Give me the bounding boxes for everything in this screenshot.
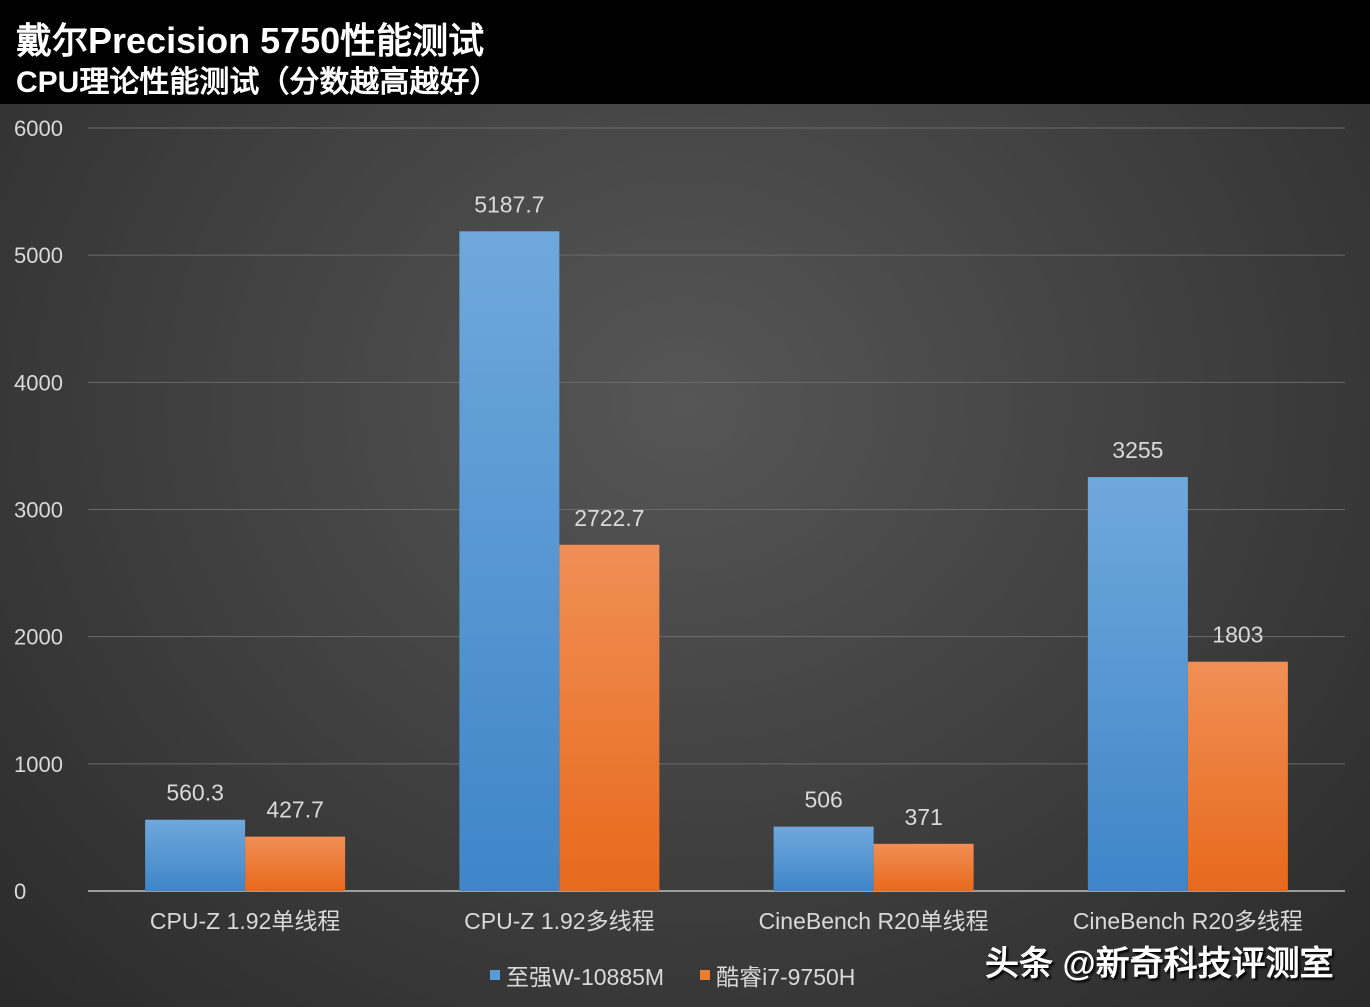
bar <box>873 843 974 891</box>
data-label: 560.3 <box>166 780 224 806</box>
bar <box>1087 477 1188 891</box>
legend-item: 酷睿i7-9750H <box>700 958 855 992</box>
legend-label: 酷睿i7-9750H <box>716 964 856 990</box>
bar <box>245 836 346 891</box>
data-label: 3255 <box>1112 437 1163 463</box>
y-tick-label: 2000 <box>14 625 63 650</box>
legend-swatch <box>700 970 711 980</box>
y-tick-label: 1000 <box>14 752 63 777</box>
y-tick-label: 3000 <box>14 498 63 523</box>
data-label: 5187.7 <box>474 191 544 217</box>
x-tick-label: CineBench R20单线程 <box>759 908 989 934</box>
x-tick-label: CPU-Z 1.92多线程 <box>464 908 654 934</box>
watermark: 头条 @新奇科技评测室 <box>985 945 1334 983</box>
data-label: 427.7 <box>266 797 324 823</box>
data-label: 2722.7 <box>574 505 644 531</box>
chart-header: 戴尔Precision 5750性能测试 CPU理论性能测试（分数越高越好） <box>0 0 1370 104</box>
y-tick-label: 4000 <box>14 370 63 395</box>
bar <box>1187 661 1288 891</box>
legend-label: 至强W-10885M <box>506 964 665 990</box>
legend: 至强W-10885M 酷睿i7-9750H <box>0 958 1370 992</box>
legend-swatch <box>490 970 500 980</box>
chart-title: 戴尔Precision 5750性能测试 <box>16 20 485 61</box>
x-tick-label: CineBench R20多线程 <box>1073 908 1303 934</box>
bar <box>773 826 874 891</box>
data-label: 371 <box>904 804 942 830</box>
data-label: 506 <box>804 787 842 813</box>
data-label: 1803 <box>1212 622 1263 648</box>
bar <box>145 819 246 891</box>
bar <box>459 231 560 891</box>
chart-subtitle: CPU理论性能测试（分数越高越好） <box>16 66 500 99</box>
y-tick-label: 0 <box>14 879 26 904</box>
y-tick-label: 6000 <box>14 116 63 141</box>
legend-item: 至强W-10885M <box>490 958 664 992</box>
x-tick-label: CPU-Z 1.92单线程 <box>150 908 340 934</box>
y-tick-label: 5000 <box>14 243 63 268</box>
bar <box>559 544 660 891</box>
